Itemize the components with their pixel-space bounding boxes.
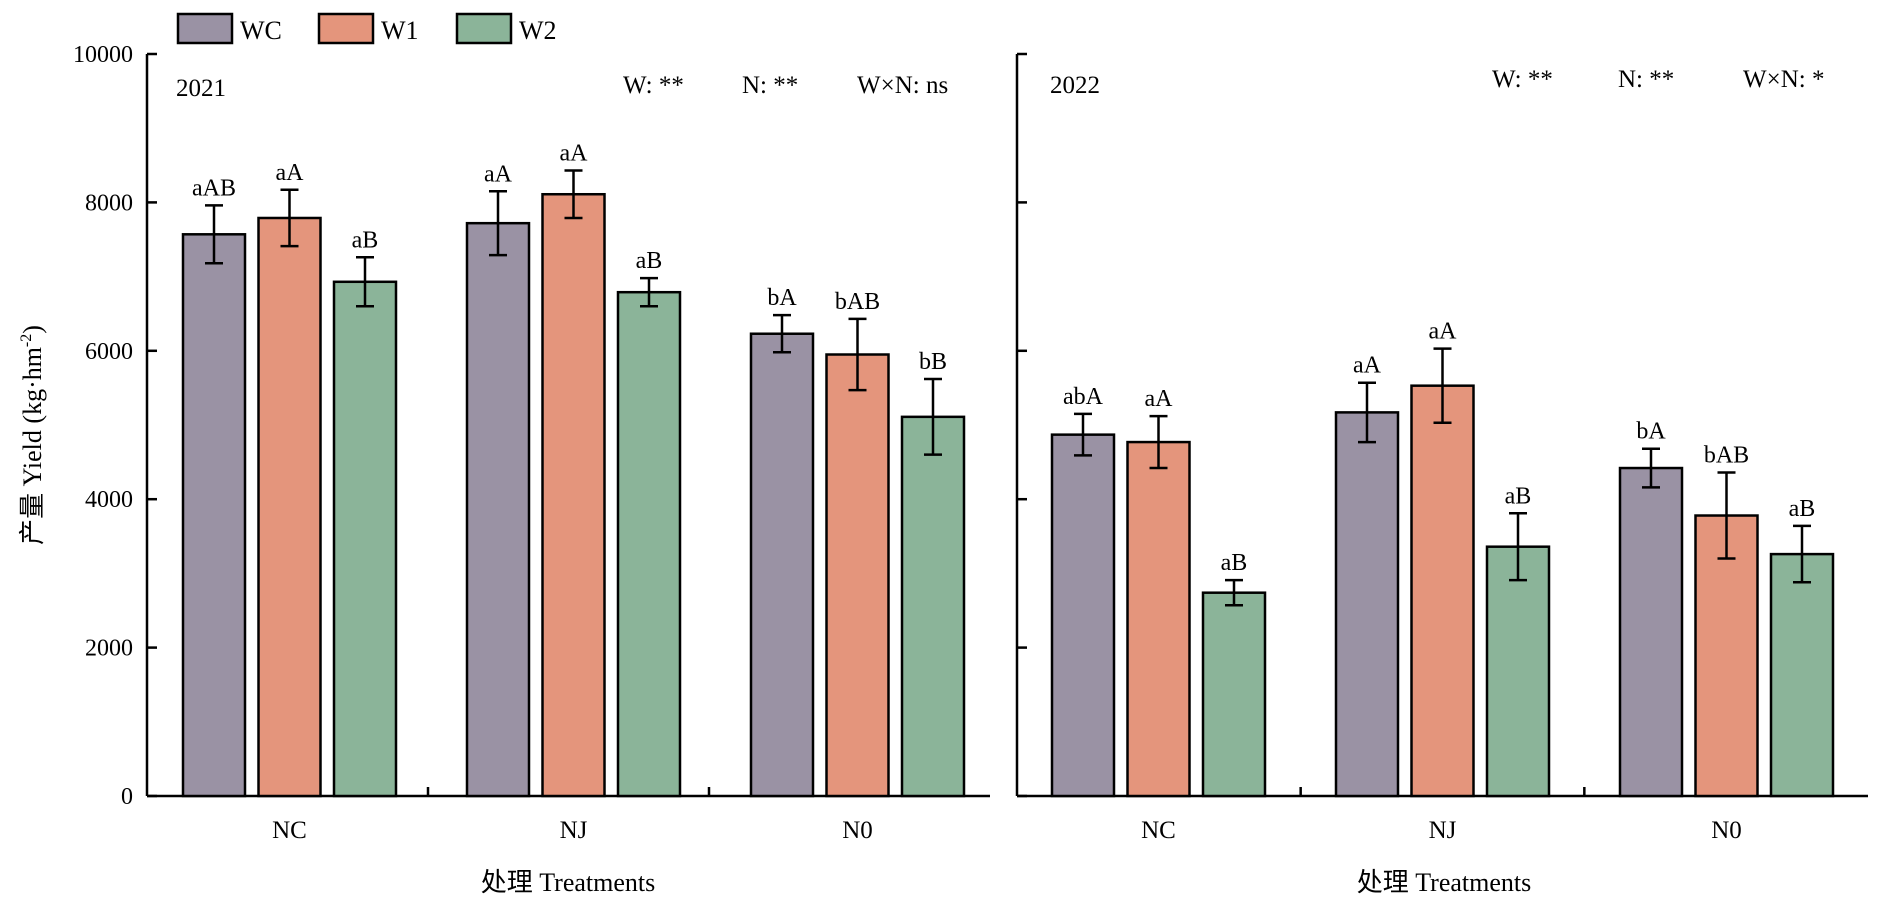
significance-label: aB — [1505, 483, 1532, 509]
x-category-label: N0 — [842, 817, 873, 844]
significance-label: aA — [1145, 386, 1174, 412]
significance-label: bAB — [1704, 442, 1749, 468]
significance-label: aAB — [192, 175, 236, 201]
bar-w1 — [1126, 440, 1191, 798]
significance-label: aB — [1789, 496, 1816, 522]
legend-item-w1: W1 — [317, 12, 419, 45]
significance-label: abA — [1063, 384, 1104, 410]
bar-w2 — [1485, 545, 1551, 798]
bar-wc — [181, 233, 247, 798]
y-tick-label: 0 — [121, 784, 133, 810]
y-tick-label: 2000 — [85, 636, 133, 662]
bar-wc — [749, 332, 815, 798]
x-category-label: NJ — [560, 817, 588, 844]
stat-wxn: W×N: ns — [857, 72, 948, 99]
legend-swatch-wc — [176, 12, 234, 45]
bar-wc — [1050, 433, 1116, 798]
legend-label-wc: WC — [240, 16, 282, 45]
y-tick-label: 8000 — [85, 190, 133, 216]
significance-label: aB — [1221, 550, 1248, 576]
bar-w1 — [257, 216, 322, 798]
significance-label: aA — [1353, 353, 1382, 379]
stat-n: N: ** — [1618, 66, 1674, 93]
bar-w1 — [1410, 384, 1475, 798]
legend-swatch-w2 — [455, 12, 513, 45]
y-axis-title: 产量 Yield (kg·hm-2) — [18, 325, 47, 545]
significance-label: aA — [484, 161, 513, 187]
significance-label: aA — [1429, 319, 1458, 345]
bar-w2 — [900, 415, 966, 798]
stat-w: W: ** — [623, 72, 684, 99]
legend-item-w2: W2 — [455, 12, 557, 45]
bar-wc — [1618, 466, 1684, 798]
x-category-label: NC — [1141, 817, 1176, 844]
panel-2021: 2021 W: ** N: ** W×N: ns 处理 Treatments 0… — [73, 42, 990, 897]
stat-w: W: ** — [1492, 66, 1553, 93]
significance-label: bAB — [835, 289, 880, 315]
bar-w2 — [1769, 552, 1835, 798]
significance-label: bA — [767, 285, 797, 311]
x-category-label: NJ — [1429, 817, 1457, 844]
y-tick-label: 4000 — [85, 487, 133, 513]
legend-label-w2: W2 — [519, 16, 557, 45]
bar-w2 — [332, 280, 398, 798]
bar-w1 — [825, 353, 890, 798]
bar-w1 — [1694, 514, 1759, 798]
legend-item-wc: WC — [176, 12, 282, 45]
legend-label-w1: W1 — [381, 16, 419, 45]
panel-year-label: 2021 — [176, 75, 226, 102]
bar-w1 — [541, 192, 606, 798]
x-axis-title: 处理 Treatments — [481, 868, 656, 897]
significance-label: aA — [276, 160, 305, 186]
bar-w2 — [1201, 591, 1267, 798]
significance-label: bB — [919, 349, 947, 375]
y-tick-label: 10000 — [73, 42, 133, 68]
x-category-label: N0 — [1711, 817, 1742, 844]
x-category-label: NC — [272, 817, 307, 844]
bar-wc — [465, 221, 531, 798]
y-tick-label: 6000 — [85, 339, 133, 365]
bar-wc — [1334, 411, 1400, 798]
legend-swatch-w1 — [317, 12, 375, 45]
bar-w2 — [616, 290, 682, 798]
significance-label: aB — [636, 248, 663, 274]
significance-label: aB — [352, 227, 379, 253]
panel-year-label: 2022 — [1050, 72, 1100, 99]
stat-wxn: W×N: * — [1743, 66, 1824, 93]
panel-2022: 2022 W: ** N: ** W×N: * 处理 Treatments ab… — [1015, 52, 1868, 897]
significance-label: aA — [560, 140, 589, 166]
legend: WC W1 W2 — [176, 12, 557, 45]
significance-label: bA — [1636, 419, 1666, 445]
x-axis-title: 处理 Treatments — [1357, 868, 1532, 897]
stat-n: N: ** — [742, 72, 798, 99]
